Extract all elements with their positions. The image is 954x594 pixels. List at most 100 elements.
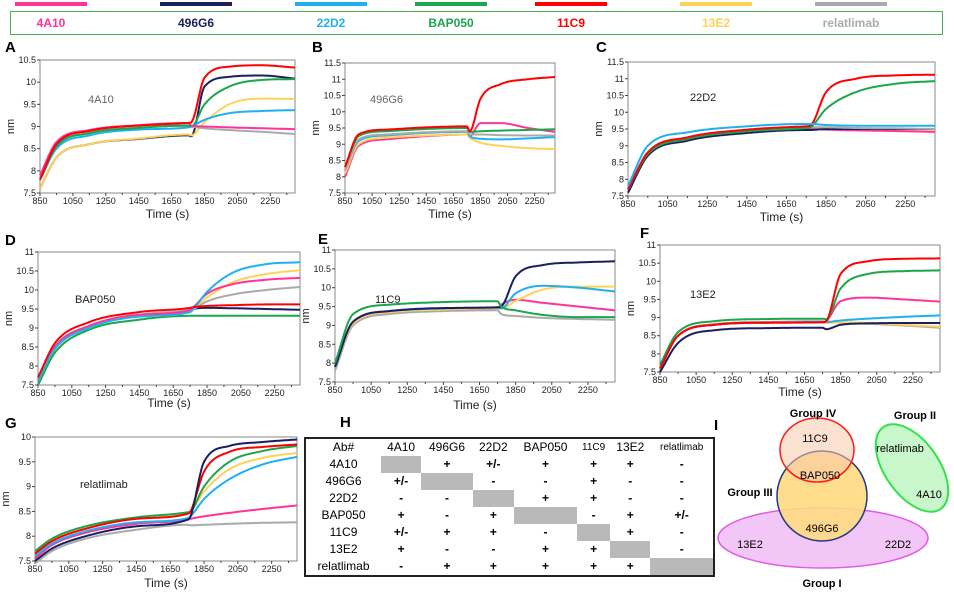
y-tick-label: 10: [646, 276, 656, 286]
competition-cell: +/-: [393, 474, 409, 488]
competition-cell: +: [489, 525, 497, 539]
panel-letter-g: G: [5, 415, 17, 432]
series-line-bap050: [39, 78, 296, 181]
venn-member-bap050: BAP050: [800, 470, 840, 482]
x-axis-title: Time (s): [760, 210, 804, 224]
legend-label-496g6: 496G6: [177, 16, 215, 30]
competition-cell: +: [489, 508, 497, 522]
series-line-bap050: [659, 269, 941, 366]
venn-member-11c9: 11C9: [802, 433, 827, 445]
table-header-cell: 13E2: [616, 440, 645, 454]
x-tick-label: 850: [620, 199, 635, 209]
legend-swatch-relatlimab: [815, 2, 887, 6]
self-pair-cell: [650, 558, 714, 576]
y-tick-label: 8: [29, 361, 34, 371]
series-line-bap050: [334, 300, 616, 364]
panel-letter-b: B: [312, 39, 323, 56]
x-tick-label: 2050: [867, 375, 887, 385]
x-tick-label: 1650: [160, 564, 180, 574]
group-iii-label: Group III: [727, 487, 772, 499]
x-tick-label: 1050: [62, 388, 82, 398]
y-tick-label: 7.5: [21, 380, 34, 390]
x-tick-label: 1250: [96, 388, 116, 398]
y-tick-label: 11: [615, 74, 624, 84]
series-line-22d2: [37, 261, 301, 382]
x-tick-label: 1450: [129, 196, 149, 206]
legend-swatch-496g6: [160, 2, 232, 6]
x-tick-label: 2250: [265, 388, 285, 398]
y-tick-label: 11.5: [607, 57, 624, 67]
competition-cell: -: [679, 491, 684, 505]
series-line-bap050: [344, 127, 556, 168]
panel-annotation: BAP050: [75, 294, 115, 306]
series-line-4a10: [37, 276, 301, 380]
x-tick-label: 1250: [389, 196, 409, 206]
x-tick-label: 850: [32, 196, 47, 206]
row-header-cell: 496G6: [325, 474, 362, 488]
legend-swatch-bap050: [415, 2, 487, 6]
y-tick-label: 8: [336, 172, 341, 182]
y-tick-label: 10.5: [313, 264, 331, 274]
x-axis-title: Time (s): [146, 207, 190, 221]
series-line-11c9: [344, 76, 556, 168]
y-tick-label: 10: [24, 285, 34, 295]
x-axis-title: Time (s): [428, 207, 472, 221]
x-tick-label: 1450: [758, 375, 778, 385]
competition-cell: +/-: [486, 457, 501, 471]
y-tick-label: 9.5: [18, 457, 31, 467]
y-tick-label: 11.5: [324, 58, 341, 68]
self-pair-cell: [610, 541, 651, 558]
y-tick-label: 8.5: [23, 144, 36, 154]
x-tick-label: 1050: [63, 196, 83, 206]
table-row: 13E2 + - - + + -: [305, 541, 714, 558]
self-pair-cell: [381, 456, 422, 473]
y-axis-title: nm: [625, 301, 637, 316]
panel-letter-a: A: [5, 39, 16, 56]
table-header-cell: 4A10: [387, 440, 416, 454]
epitope-binning-table: Ab# 4A10 496G6 22D2 BAP050 11C9 13E2 relatlimab…: [304, 437, 715, 577]
y-tick-label: 8.5: [18, 506, 31, 516]
y-tick-label: 10: [331, 107, 341, 117]
x-tick-label: 2250: [260, 196, 280, 206]
x-tick-label: 1450: [433, 385, 453, 395]
series-line-496g6: [334, 260, 616, 368]
table-header-cell: BAP050: [523, 440, 568, 454]
competition-cell: -: [399, 559, 404, 573]
competition-cell: +: [590, 491, 598, 505]
competition-cell: +/-: [393, 525, 409, 539]
x-tick-label: 1450: [126, 564, 146, 574]
y-tick-label: 8: [651, 349, 656, 359]
x-axis-title: Time (s): [147, 396, 191, 410]
panel-letter-c: C: [596, 39, 607, 56]
panel-annotation: relatlimab: [80, 479, 128, 491]
series-line-relatlimab: [334, 309, 616, 372]
y-tick-label: 10.5: [18, 55, 36, 65]
x-tick-label: 2050: [228, 564, 248, 574]
series-line-11c9: [34, 443, 298, 555]
y-tick-label: 9.5: [328, 123, 341, 133]
competition-cell: +: [626, 525, 634, 539]
competition-cell: -: [491, 542, 496, 556]
table-header-cell: 22D2: [479, 440, 508, 454]
competition-cell: -: [444, 491, 449, 505]
y-tick-label: 9.5: [318, 302, 331, 312]
legend-label-relatlimab: relatlimab: [822, 16, 880, 30]
competition-cell: +/-: [674, 508, 689, 522]
series-line-13e2: [344, 133, 556, 174]
competition-cell: -: [628, 491, 633, 505]
table-row: relatlimab - + + + + +: [305, 558, 714, 576]
legend-swatch-22d2: [295, 2, 367, 6]
y-tick-label: 9: [651, 313, 656, 323]
competition-cell: +: [489, 559, 497, 573]
x-tick-label: 1650: [443, 196, 463, 206]
competition-cell: -: [444, 542, 449, 556]
x-tick-label: 850: [27, 564, 42, 574]
series-line-11c9: [627, 73, 935, 190]
x-tick-label: 1450: [129, 388, 149, 398]
x-tick-label: 2250: [525, 196, 545, 206]
x-tick-label: 1250: [397, 385, 417, 395]
table-header-row: Ab# 4A10 496G6 22D2 BAP050 11C9 13E2 relatlimab: [305, 438, 714, 456]
competition-cell: +: [443, 457, 451, 471]
competition-cell: -: [628, 474, 633, 488]
